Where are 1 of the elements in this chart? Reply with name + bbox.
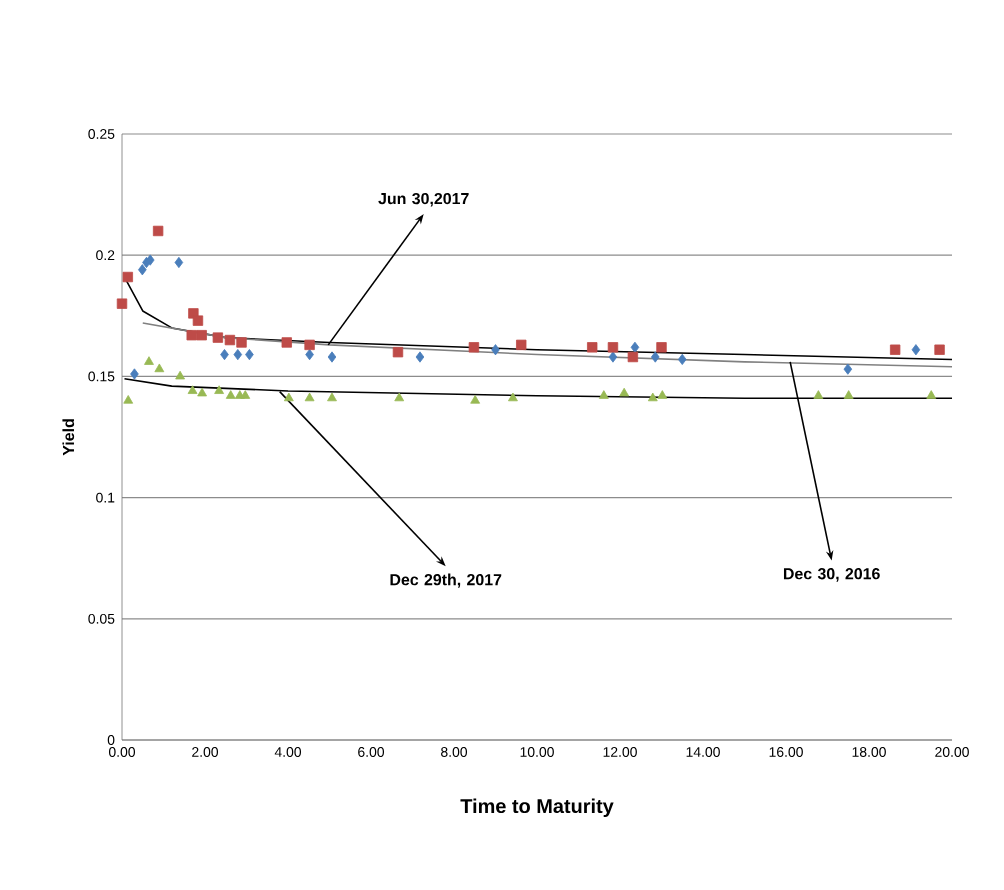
x-axis-title: Time to Maturity — [460, 798, 614, 818]
